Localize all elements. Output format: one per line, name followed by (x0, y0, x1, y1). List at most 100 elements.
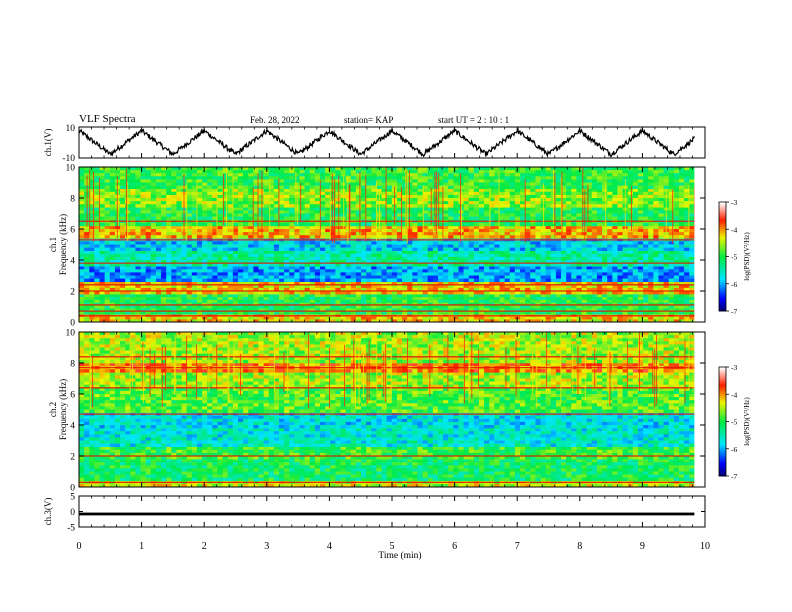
spectrogram-cell (607, 225, 613, 230)
spectrogram-cell (607, 210, 613, 214)
spectrogram-cell (345, 191, 352, 196)
spectrogram-cell (232, 235, 239, 239)
spectrogram-cell (89, 319, 95, 323)
spectrogram-cell (591, 284, 598, 289)
spectrogram-cell (104, 308, 111, 312)
spectrogram-cell (371, 311, 377, 315)
spectrogram-cell (545, 260, 552, 264)
spectrogram-cell (653, 229, 659, 233)
spectrogram-cell (355, 316, 362, 320)
spectrogram-cell (320, 278, 326, 282)
spectrogram-cell (202, 250, 208, 255)
spectrogram-cell (473, 266, 480, 270)
spectrogram-cell (684, 188, 690, 193)
spectrogram-cell (596, 222, 603, 227)
spectrogram-cell (504, 308, 511, 312)
spectrogram-cell (99, 210, 106, 214)
spectrogram-cell (268, 229, 275, 233)
spectrogram-cell (186, 294, 193, 298)
spectrogram-cell (412, 191, 418, 196)
spectrogram-cell (545, 253, 552, 258)
spectrogram-cell (294, 253, 300, 258)
spectrogram-cell (258, 291, 265, 295)
spectrogram-cell (294, 210, 300, 214)
spectrogram-cell (278, 311, 285, 315)
spectrogram-cell (135, 311, 141, 315)
spectrogram-cell (248, 250, 254, 255)
spectrogram-cell (104, 299, 111, 304)
spectrogram-cell (361, 263, 367, 267)
spectrogram-cell (371, 275, 377, 279)
spectrogram-cell (427, 207, 434, 211)
spectrogram-cell (632, 272, 639, 276)
spectrogram-cell (612, 299, 618, 304)
spectrogram-cell (402, 275, 408, 279)
spectrogram-cell (381, 299, 388, 304)
spectrogram-cell (161, 194, 167, 199)
spectrogram-cell (227, 294, 234, 298)
spectrogram-cell (643, 188, 649, 193)
spectrogram-cell (437, 232, 444, 236)
spectrogram-cell (448, 278, 454, 282)
spectrogram-cell (340, 275, 347, 279)
spectrogram-cell (350, 225, 357, 230)
spectrogram-cell (494, 216, 500, 220)
spectrogram-cell (222, 253, 229, 258)
spectrogram-cell (140, 244, 147, 248)
spectrogram-cell (186, 305, 193, 309)
spectrogram-cell (586, 244, 593, 248)
spectrogram-cell (278, 241, 285, 245)
spectrogram-cell (330, 191, 336, 196)
spectrogram-cell (84, 253, 90, 258)
spectrogram-cell (340, 305, 347, 309)
spectrogram-cell (104, 291, 111, 295)
spectrogram-cell (648, 275, 654, 279)
spectrogram-cell (627, 275, 634, 279)
spectrogram-cell (355, 308, 362, 312)
spectrogram-cell (453, 250, 459, 255)
spectrogram-cell (663, 284, 670, 289)
spectrogram-cell (391, 256, 398, 261)
spectrogram-cell (355, 253, 362, 258)
spectrogram-cell (596, 311, 603, 315)
spectrogram-cell (586, 311, 593, 315)
spectrogram-cell (658, 305, 664, 309)
spectrogram-cell (350, 316, 357, 320)
spectrogram-cell (678, 311, 685, 315)
spectrogram-cell (150, 272, 157, 276)
spectrogram-cell (289, 232, 295, 236)
spectrogram-cell (273, 194, 280, 199)
spectrogram-cell (437, 250, 444, 255)
spectrogram-cell (448, 188, 454, 193)
spectrogram-cell (607, 207, 613, 211)
spectrogram-cell (114, 266, 121, 270)
spectrogram-cell (386, 291, 393, 295)
spectrogram-cell (350, 278, 357, 282)
spectrogram-cell (99, 281, 106, 286)
spectrogram-cell (484, 319, 490, 323)
spectrogram-cell (422, 308, 429, 312)
spectrogram-cell (232, 225, 239, 230)
spectrogram-cell (99, 269, 106, 273)
spectrogram-cell (222, 281, 229, 286)
spectrogram-cell (391, 225, 398, 230)
spectrogram-cell (627, 232, 634, 236)
spectrogram-cell (381, 287, 388, 292)
spectrogram-cell (376, 308, 382, 312)
spectrogram-cell (632, 269, 639, 273)
spectrogram-cell (109, 275, 116, 279)
spectrogram-cell (422, 191, 429, 196)
spectrogram-cell (355, 284, 362, 289)
spectrogram-cell (166, 272, 172, 276)
spectrogram-cell (473, 256, 480, 261)
spectrogram-cell (417, 319, 423, 323)
spectrogram-cell (499, 296, 506, 301)
spectrogram-cell (437, 281, 444, 286)
spectrogram-cell (566, 188, 572, 193)
spectrogram-cell (396, 291, 403, 295)
spectrogram-cell (212, 260, 218, 264)
spectrogram-cell (130, 188, 136, 193)
spectrogram-cell (104, 194, 111, 199)
spectrogram-cell (84, 275, 90, 279)
spectrogram-cell (217, 222, 223, 227)
